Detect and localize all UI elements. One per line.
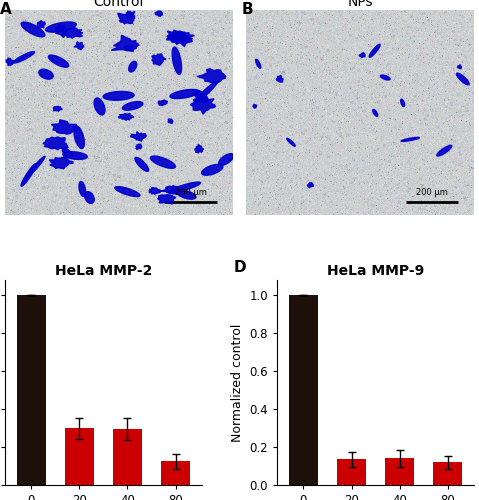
Polygon shape [135,158,148,172]
Polygon shape [150,156,175,168]
Polygon shape [13,52,34,63]
Polygon shape [118,12,135,24]
Polygon shape [276,76,283,82]
Polygon shape [52,120,79,134]
Polygon shape [53,106,62,111]
Polygon shape [170,90,199,98]
Polygon shape [190,98,216,114]
Bar [337,460,366,485]
Bar [17,296,46,485]
Polygon shape [25,156,45,179]
Bar [385,458,414,485]
Polygon shape [21,22,45,37]
Polygon shape [129,62,137,72]
Polygon shape [369,44,380,58]
Bar [161,462,190,485]
Polygon shape [400,99,405,106]
Polygon shape [287,138,296,146]
Polygon shape [195,81,218,102]
Polygon shape [167,30,193,42]
Polygon shape [48,55,68,68]
Polygon shape [56,24,68,38]
Polygon shape [62,148,72,157]
Y-axis label: Normalized control: Normalized control [231,324,244,442]
Text: 200 μm: 200 μm [174,188,206,198]
Polygon shape [256,60,261,68]
Bar [289,296,318,485]
Polygon shape [6,58,13,66]
Polygon shape [359,52,365,58]
Polygon shape [177,190,196,199]
Polygon shape [94,98,105,115]
Polygon shape [195,144,204,153]
Title: NPs: NPs [347,0,373,9]
Title: Control: Control [93,0,144,9]
Polygon shape [380,75,390,80]
Polygon shape [166,31,194,46]
Polygon shape [124,45,133,51]
Polygon shape [63,28,83,38]
Text: B: B [242,2,253,17]
Polygon shape [46,22,76,32]
Polygon shape [158,195,176,204]
Polygon shape [152,54,166,66]
Polygon shape [172,47,182,74]
Polygon shape [194,90,208,102]
Bar [113,429,142,485]
Polygon shape [160,186,178,194]
Polygon shape [85,192,94,203]
Bar [433,462,462,485]
Polygon shape [202,164,223,175]
Polygon shape [253,104,257,108]
Polygon shape [21,164,36,186]
Title: HeLa MMP-2: HeLa MMP-2 [55,264,152,278]
Polygon shape [74,42,84,50]
Polygon shape [49,157,73,169]
Polygon shape [63,152,87,160]
Polygon shape [115,186,140,196]
Polygon shape [218,154,234,166]
Polygon shape [43,137,68,149]
Polygon shape [103,92,134,100]
Polygon shape [401,138,420,141]
Polygon shape [168,119,173,124]
Polygon shape [437,146,452,156]
Polygon shape [37,20,46,28]
Polygon shape [169,182,201,193]
Polygon shape [158,100,168,105]
Polygon shape [119,114,134,120]
Polygon shape [122,102,143,110]
Polygon shape [308,182,313,188]
Polygon shape [131,132,146,141]
Polygon shape [149,188,161,194]
Polygon shape [126,11,133,18]
Polygon shape [155,11,162,16]
Bar [65,428,94,485]
Text: A: A [0,2,12,17]
Title: HeLa MMP-9: HeLa MMP-9 [327,264,424,278]
Text: 200 μm: 200 μm [416,188,448,198]
Text: D: D [234,260,246,275]
Polygon shape [74,126,84,148]
Polygon shape [111,35,139,51]
Polygon shape [456,73,469,85]
Polygon shape [373,110,378,116]
Polygon shape [136,144,142,150]
Polygon shape [39,69,53,79]
Polygon shape [457,64,462,68]
Polygon shape [79,182,86,196]
Polygon shape [197,69,226,83]
